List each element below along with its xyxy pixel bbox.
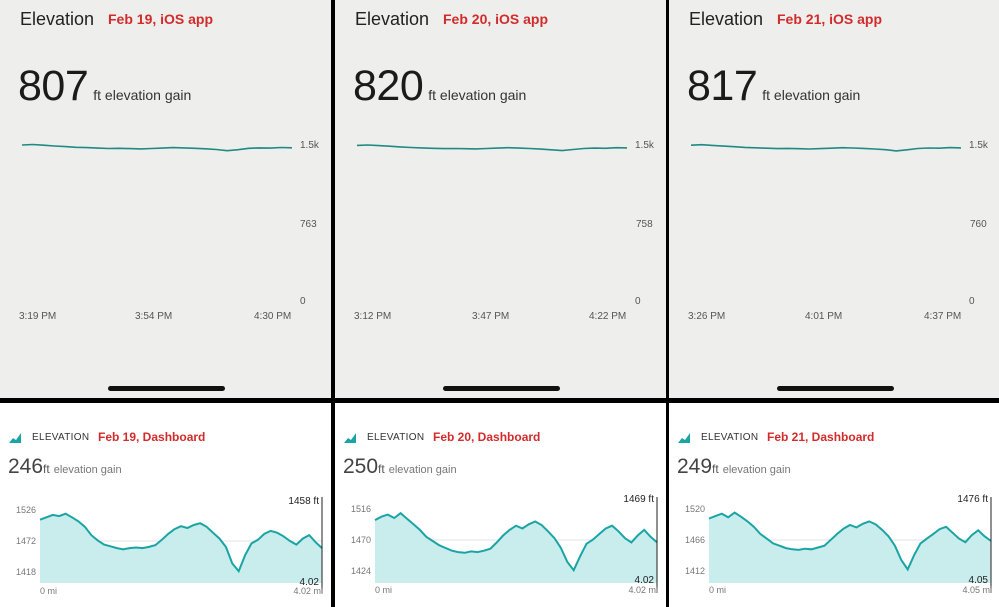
dashboard-elevation-panel: ELEVATION Feb 21, Dashboard 249 ft eleva…: [669, 403, 999, 607]
y-tick-label: 1472: [16, 536, 36, 546]
panel-title: Elevation: [20, 9, 95, 29]
panel-title: ELEVATION: [32, 432, 90, 443]
app-elevation-panel: Elevation Feb 20, iOS app 820 ft elevati…: [335, 0, 666, 398]
x-tick-label: 4.02 mi: [293, 586, 323, 596]
y-tick-label: 1418: [16, 567, 36, 577]
elevation-line: [690, 143, 962, 152]
y-tick-label: 1424: [351, 566, 371, 576]
elevation-line: [21, 143, 293, 152]
elevation-gain-value: 246: [8, 455, 44, 478]
x-tick-label: 4.05 mi: [962, 585, 992, 595]
elevation-gain-value: 250: [343, 455, 379, 478]
y-tick-label: 1.5k: [969, 140, 989, 151]
app-elevation-panel: Elevation Feb 19, iOS app 807 ft elevati…: [0, 0, 331, 398]
elevation-area: [375, 513, 657, 583]
app-elevation-panel: Elevation Feb 21, iOS app 817 ft elevati…: [669, 0, 999, 398]
y-tick-label: 0: [635, 296, 641, 307]
y-tick-label: 1.5k: [635, 140, 655, 151]
home-indicator[interactable]: [777, 386, 894, 391]
x-tick-label: 4:22 PM: [589, 311, 626, 322]
annotation-label: Feb 19, iOS app: [108, 11, 214, 27]
max-elevation-label: 1469 ft: [623, 494, 654, 505]
x-tick-label: 4:30 PM: [254, 311, 291, 322]
elevation-gain: 807 ft elevation gain: [18, 62, 191, 111]
elevation-gain-unit: ft: [43, 462, 50, 476]
y-tick-label: 1412: [685, 566, 705, 576]
elevation-gain-label: elevation gain: [388, 464, 457, 476]
y-tick-label: 1526: [16, 505, 36, 515]
y-tick-label: 763: [300, 219, 317, 230]
elevation-gain-value: 820: [353, 62, 424, 110]
dashboard-elevation-panel: ELEVATION Feb 20, Dashboard 250 ft eleva…: [335, 403, 666, 607]
panel-title: Elevation: [689, 9, 764, 29]
panel-title: ELEVATION: [367, 432, 425, 443]
elevation-icon: [678, 433, 690, 443]
annotation-label: Feb 21, Dashboard: [767, 430, 875, 444]
home-indicator[interactable]: [108, 386, 225, 391]
elevation-area-chart: 1516 1470 1424 1469 ft 4.02 0 mi 4.02 mi: [351, 494, 658, 595]
x-tick-label: 0 mi: [40, 586, 57, 596]
elevation-gain-unit: ft: [378, 462, 385, 476]
x-tick-label: 3:26 PM: [688, 311, 725, 322]
elevation-gain-label: elevation gain: [722, 464, 791, 476]
elevation-area: [709, 512, 991, 583]
elevation-chart: 1.5k 758 0 3:12 PM 3:47 PM 4:22 PM: [354, 140, 655, 322]
elevation-chart: 1.5k 760 0 3:26 PM 4:01 PM 4:37 PM: [688, 140, 989, 322]
elevation-line: [374, 511, 658, 573]
y-tick-label: 1.5k: [300, 140, 320, 151]
panel-title: ELEVATION: [701, 432, 759, 443]
y-tick-label: 0: [969, 296, 975, 307]
elevation-line: [708, 511, 992, 572]
elevation-gain: 246 ft elevation gain: [8, 455, 122, 479]
y-tick-label: 760: [970, 219, 987, 230]
elevation-line: [356, 144, 628, 152]
dashboard-elevation-panel: ELEVATION Feb 19, Dashboard 246 ft eleva…: [0, 403, 331, 607]
elevation-gain-value: 817: [687, 62, 758, 110]
panel-title: Elevation: [355, 9, 430, 29]
distance-end-label: 4.02: [635, 575, 655, 586]
x-tick-label: 0 mi: [375, 585, 392, 595]
max-elevation-label: 1458 ft: [288, 496, 319, 507]
x-tick-label: 3:19 PM: [19, 311, 56, 322]
elevation-gain-value: 249: [677, 455, 713, 478]
annotation-label: Feb 20, iOS app: [443, 11, 549, 27]
y-tick-label: 0: [300, 296, 306, 307]
elevation-line: [39, 512, 323, 574]
elevation-gain: 817 ft elevation gain: [687, 62, 860, 111]
elevation-gain-label: elevation gain: [53, 464, 122, 476]
x-tick-label: 4:37 PM: [924, 311, 961, 322]
x-tick-label: 0 mi: [709, 585, 726, 595]
y-tick-label: 1516: [351, 504, 371, 514]
max-elevation-label: 1476 ft: [957, 494, 988, 505]
y-tick-label: 758: [636, 219, 653, 230]
elevation-area: [40, 513, 322, 583]
elevation-gain: 250 ft elevation gain: [343, 455, 457, 479]
elevation-icon: [9, 433, 21, 443]
x-tick-label: 4.02 mi: [628, 585, 658, 595]
elevation-gain-unit: ft elevation gain: [428, 87, 527, 103]
annotation-label: Feb 20, Dashboard: [433, 430, 541, 444]
elevation-area-chart: 1520 1466 1412 1476 ft 4.05 0 mi 4.05 mi: [685, 494, 992, 595]
elevation-gain-unit: ft: [712, 462, 719, 476]
x-tick-label: 3:12 PM: [354, 311, 391, 322]
distance-end-label: 4.02: [300, 577, 320, 588]
elevation-area-chart: 1526 1472 1418 1458 ft 4.02 0 mi 4.02 mi: [16, 496, 323, 596]
home-indicator[interactable]: [443, 386, 560, 391]
annotation-label: Feb 21, iOS app: [777, 11, 883, 27]
distance-end-label: 4.05: [969, 575, 989, 586]
elevation-gain: 820 ft elevation gain: [353, 62, 526, 111]
elevation-gain-unit: ft elevation gain: [762, 87, 861, 103]
elevation-gain-unit: ft elevation gain: [93, 87, 192, 103]
y-tick-label: 1520: [685, 504, 705, 514]
y-tick-label: 1466: [685, 535, 705, 545]
elevation-icon: [344, 433, 356, 443]
x-tick-label: 3:54 PM: [135, 311, 172, 322]
x-tick-label: 3:47 PM: [472, 311, 509, 322]
annotation-label: Feb 19, Dashboard: [98, 430, 206, 444]
y-tick-label: 1470: [351, 535, 371, 545]
elevation-gain-value: 807: [18, 62, 89, 110]
elevation-chart: 1.5k 763 0 3:19 PM 3:54 PM 4:30 PM: [19, 140, 320, 322]
elevation-gain: 249 ft elevation gain: [677, 455, 791, 479]
x-tick-label: 4:01 PM: [805, 311, 842, 322]
